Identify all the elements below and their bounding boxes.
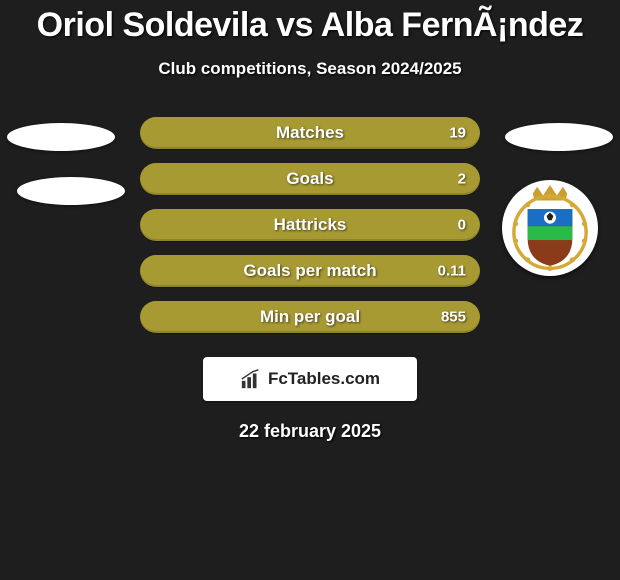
stat-label: Goals [286,169,333,189]
stat-right-value: 0.11 [438,263,466,280]
stat-label: Goals per match [243,261,376,281]
stat-row-min-per-goal: Min per goal 855 [140,301,480,333]
page-title: Oriol Soldevila vs Alba FernÃ¡ndez [0,0,620,45]
stat-right-value: 19 [449,125,466,142]
stat-right-value: 2 [458,171,466,188]
badge-text: FcTables.com [268,369,380,389]
subtitle: Club competitions, Season 2024/2025 [0,59,620,79]
crest-icon [507,185,593,271]
bar-chart-icon [240,368,262,390]
club-crest [502,180,598,276]
stat-row-matches: Matches 19 [140,117,480,149]
stat-row-hattricks: Hattricks 0 [140,209,480,241]
right-flag [505,123,613,151]
fctables-badge[interactable]: FcTables.com [203,357,417,401]
stat-label: Hattricks [274,215,347,235]
date: 22 february 2025 [0,421,620,442]
stat-right-value: 855 [441,309,466,326]
stat-row-goals: Goals 2 [140,163,480,195]
stat-label: Min per goal [260,307,360,327]
stat-right-value: 0 [458,217,466,234]
stat-label: Matches [276,123,344,143]
left-logo-2 [17,177,125,205]
left-logo-1 [7,123,115,151]
stat-row-goals-per-match: Goals per match 0.11 [140,255,480,287]
